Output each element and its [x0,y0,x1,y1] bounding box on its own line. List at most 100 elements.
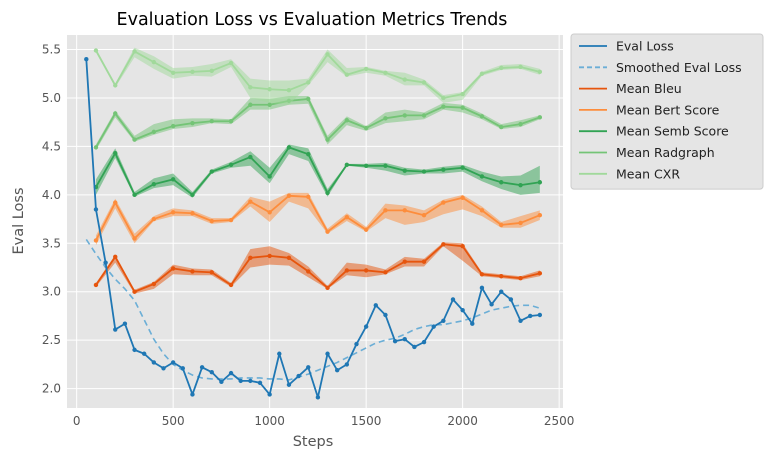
series-band [95,47,540,105]
series-mean-semb-score [93,144,543,198]
data-point [421,80,427,85]
data-point [325,229,330,234]
data-point [286,88,292,93]
data-point [286,382,292,387]
data-point [190,192,195,198]
data-point [238,378,243,384]
data-point [470,321,475,326]
data-point [441,167,446,172]
data-point [122,321,128,326]
data-point [306,365,311,370]
data-point [460,307,465,313]
data-point [93,282,99,288]
y-tick-label: 2.0 [42,382,61,396]
data-point [151,59,157,65]
data-point [228,282,234,288]
data-point [383,116,388,121]
y-tick-label: 4.0 [42,188,61,202]
data-point [315,395,321,400]
y-tick-label: 5.0 [42,91,61,105]
legend-label: Mean Bleu [616,81,682,96]
series-mean-bert-score [93,192,543,246]
x-tick-label: 500 [162,414,185,428]
data-point [441,200,446,205]
data-point [132,49,137,54]
y-axis-label: Eval Loss [11,187,27,254]
data-point [431,324,436,329]
data-point [113,151,118,156]
data-point [170,266,176,271]
data-point [151,281,157,287]
data-point [248,154,253,160]
data-point [306,194,311,199]
legend: Eval Loss Smoothed Eval Loss Mean Bleu Mean… [570,33,764,190]
data-point [499,124,504,130]
data-point [383,312,388,318]
series-band [95,242,540,294]
data-point [421,339,427,345]
data-point [344,118,350,123]
data-point [84,57,89,62]
series-line [95,146,540,196]
x-tick-label: 1000 [254,414,285,428]
data-point [363,227,369,232]
data-point [228,370,234,376]
data-point [537,213,543,218]
data-point [334,368,340,373]
data-point [460,244,465,249]
data-point [180,366,185,371]
data-point [402,113,407,118]
data-point [286,255,292,261]
data-point [151,129,157,135]
data-point [518,220,523,226]
data-point [489,302,494,307]
legend-item: Smoothed Eval Loss [579,60,742,75]
data-point [460,105,465,110]
legend-item: Eval Loss [579,39,674,54]
data-point [479,114,485,119]
data-point [421,259,427,264]
data-point [190,269,195,274]
data-point [306,80,311,85]
data-point [228,119,234,124]
data-point [441,242,446,247]
data-point [508,297,514,302]
data-point [479,208,485,213]
data-point [499,65,504,71]
data-point [344,268,350,273]
data-point [170,123,176,129]
data-point [267,253,272,259]
data-point [93,207,99,212]
series-layer [84,47,543,400]
data-point [363,125,369,131]
data-point [344,162,350,168]
x-tick-label: 1500 [351,414,382,428]
data-point [228,217,234,223]
data-point [132,236,137,241]
data-point [103,260,108,265]
data-point [228,162,234,168]
data-point [383,270,388,275]
x-tick-label: 2500 [544,414,575,428]
data-point [460,165,465,170]
data-point [325,285,330,291]
legend-item: Mean Radgraph [579,145,715,160]
data-point [306,269,311,274]
data-point [383,163,388,168]
data-point [170,210,176,215]
data-point [325,137,330,142]
data-point [344,362,350,367]
data-point [267,210,272,215]
tick-labels: 0 500 1000 1500 2000 2500 2.0 2.5 3.0 3.5 4.0 4.5 5.… [42,43,575,428]
data-point [113,327,118,332]
data-point [132,137,137,142]
data-point [267,174,272,179]
data-point [383,208,388,213]
data-point [479,174,485,179]
data-point [190,392,195,397]
series-eval-loss [84,57,543,400]
data-point [537,115,543,120]
legend-label: Eval Loss [616,39,674,54]
series-mean-radgraph [93,96,543,151]
